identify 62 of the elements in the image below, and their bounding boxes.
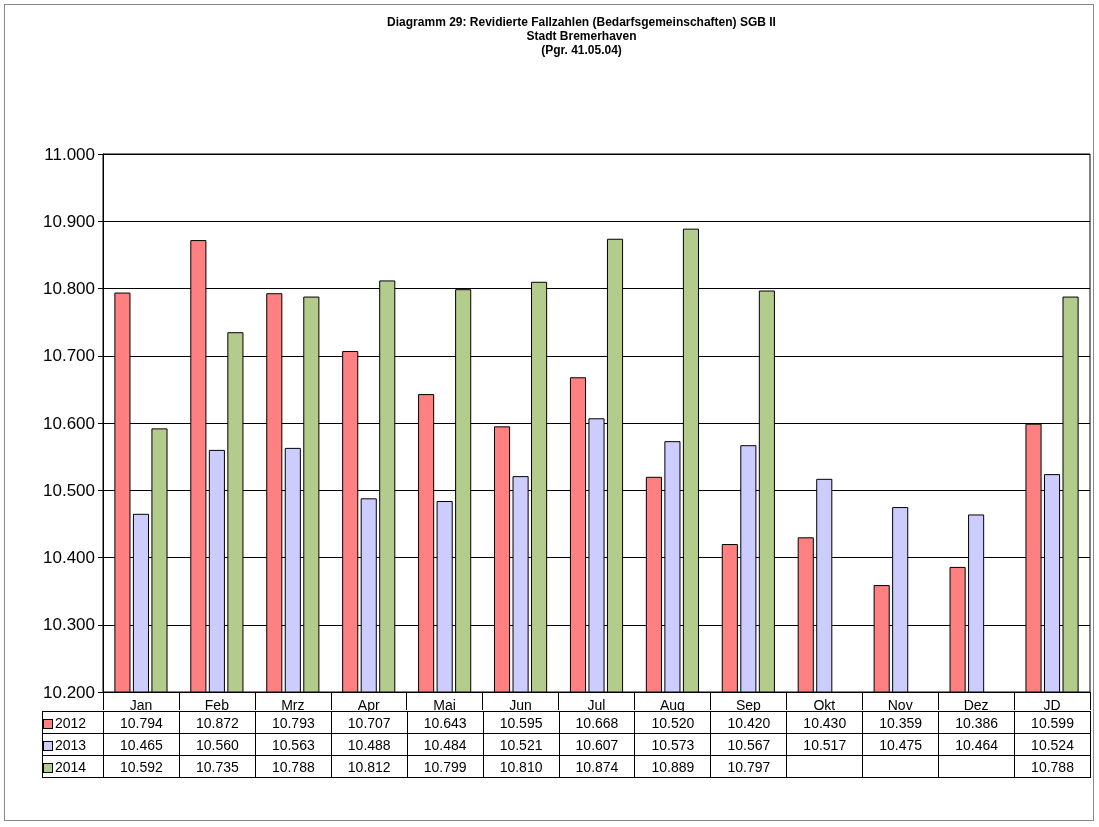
data-label: 10.465: [103, 733, 180, 756]
data-label: 10.573: [634, 733, 711, 756]
data-label: 10.521: [483, 733, 560, 756]
legend-label: 2012: [42, 711, 104, 734]
y-tick-label: 10.700: [43, 346, 95, 366]
y-tick-label: 10.800: [43, 279, 95, 298]
legend-label: 2013: [42, 733, 104, 756]
y-tick-label: 10.300: [43, 615, 95, 635]
data-label: 10.520: [634, 711, 711, 734]
data-label: 10.607: [559, 733, 635, 756]
data-label: 10.595: [483, 711, 560, 734]
data-label: 10.643: [407, 711, 484, 734]
data-label: 10.563: [255, 733, 332, 756]
x-tick-label: Dez: [963, 697, 989, 713]
data-label: 10.797: [710, 755, 787, 778]
y-tick-label: 10.500: [43, 480, 95, 500]
y-tick-label: 10.400: [43, 548, 95, 567]
y-tick-label: 11.000: [44, 144, 95, 164]
y-tick-label: 10.200: [43, 682, 95, 702]
data-label: 10.788: [255, 755, 332, 778]
x-tick-label: Jun: [509, 697, 532, 713]
data-label: 10.799: [407, 755, 484, 778]
data-label: 10.872: [179, 711, 256, 734]
data-label: 10.788: [1014, 755, 1091, 778]
x-tick-label: Aug: [659, 697, 685, 713]
x-tick-label: Apr: [357, 697, 380, 713]
data-label: 10.517: [786, 733, 863, 756]
data-label: 10.874: [559, 755, 635, 778]
data-label: 10.524: [1014, 733, 1091, 756]
data-label: 10.889: [634, 755, 711, 778]
x-tick-label: Mai: [433, 697, 456, 713]
x-tick-label: Feb: [204, 697, 230, 713]
x-tick-label: Jan: [129, 697, 153, 713]
data-label: 10.668: [559, 711, 635, 734]
data-label: 10.420: [710, 711, 787, 734]
data-label: 10.475: [862, 733, 939, 756]
x-tick-label: JD: [1043, 697, 1061, 713]
data-label: 10.810: [483, 755, 560, 778]
data-label: 10.359: [862, 711, 939, 734]
y-tick-label: 10.900: [43, 211, 95, 231]
data-label: 10.592: [103, 755, 180, 778]
data-label: 10.488: [331, 733, 408, 756]
x-tick-label: Nov: [887, 697, 913, 713]
data-label: 10.794: [103, 711, 180, 734]
data-label: 10.484: [407, 733, 484, 756]
y-tick-label: 10.600: [43, 413, 95, 433]
chart-title: Diagramm 29: Revidierte Fallzahlen (Bedarfsgemeinschaften) SGB II Stadt Bremerhaven (Pgr. 41.05.04): [387, 15, 776, 57]
data-label: 10.793: [255, 711, 332, 734]
x-tick-label: Mrz: [281, 697, 305, 713]
legend-label: 2014: [42, 755, 104, 778]
data-label: 10.567: [710, 733, 787, 756]
x-tick-label: Sep: [735, 697, 762, 713]
data-label: 10.464: [938, 733, 1015, 756]
data-label: 10.707: [331, 711, 408, 734]
data-label: 10.599: [1014, 711, 1091, 734]
data-label: 10.735: [179, 755, 256, 778]
x-tick-label: Okt: [813, 697, 836, 713]
x-tick-label: Jul: [587, 697, 606, 713]
data-label: 10.812: [331, 755, 408, 778]
data-label: 10.386: [938, 711, 1015, 734]
data-label: 10.560: [179, 733, 256, 756]
data-label: 10.430: [786, 711, 863, 734]
